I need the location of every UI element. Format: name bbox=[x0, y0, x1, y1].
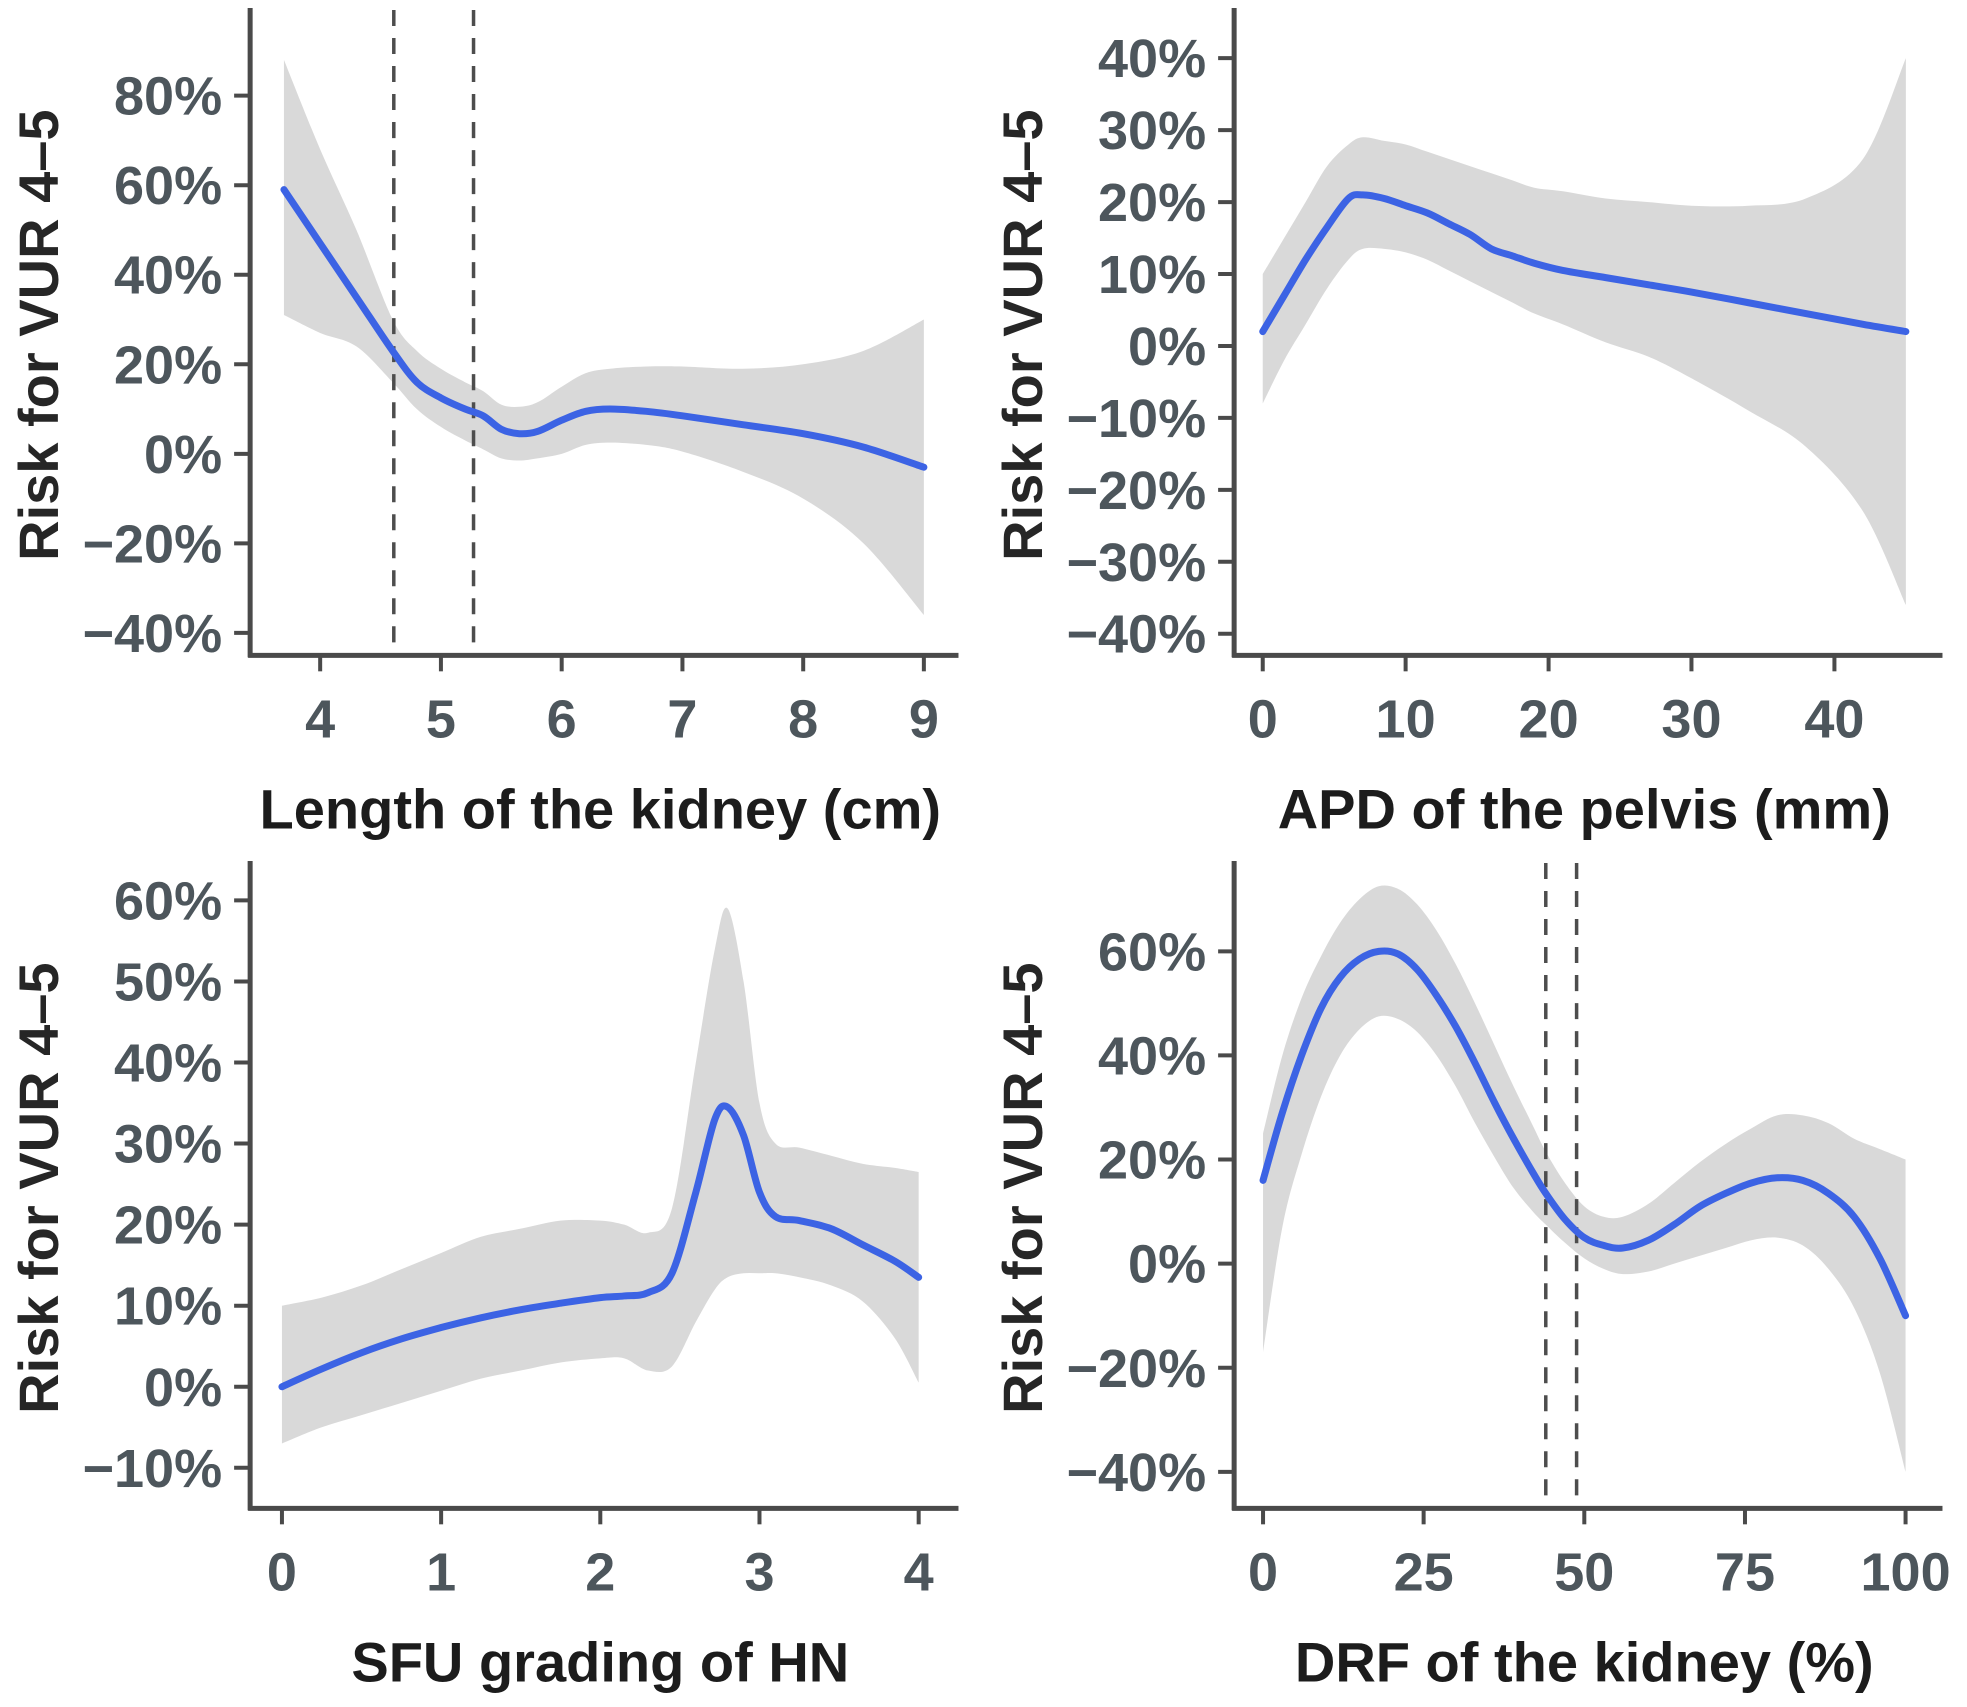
x-tick-label: 75 bbox=[1714, 1543, 1774, 1603]
y-tick-label: 80% bbox=[114, 67, 222, 127]
x-tick-label: 0 bbox=[1247, 689, 1277, 749]
x-tick-label: 10 bbox=[1375, 689, 1435, 749]
x-axis-title: DRF of the kidney (%) bbox=[1294, 1631, 1873, 1694]
x-tick-label: 4 bbox=[904, 1543, 934, 1603]
panel-apd-of-pelvis: 40% 30% 20% 10% 0% −10% −20% −30% −40% 0 10 20 30 40 A… bbox=[984, 0, 1967, 853]
x-tick-label: 8 bbox=[788, 689, 818, 749]
y-axis-title: Risk for VUR 4–5 bbox=[7, 963, 70, 1414]
x-tick-label: 30 bbox=[1661, 689, 1721, 749]
y-tick-label: 30% bbox=[1097, 101, 1205, 161]
panel-sfu-grading: 60% 50% 40% 30% 20% 10% 0% −10% 0 1 2 3 4 SFU grading… bbox=[0, 853, 984, 1706]
y-tick-label: −40% bbox=[1066, 1443, 1206, 1503]
y-tick-label: 40% bbox=[1097, 1027, 1205, 1087]
y-tick-label: −20% bbox=[82, 514, 222, 574]
y-tick-label: 60% bbox=[114, 872, 222, 932]
y-tick-label: 10% bbox=[114, 1277, 222, 1337]
x-tick-label: 6 bbox=[547, 689, 577, 749]
confidence-band bbox=[1263, 886, 1906, 1472]
y-tick-label: −30% bbox=[1066, 533, 1206, 593]
x-tick-label: 9 bbox=[909, 689, 939, 749]
x-tick-label: 2 bbox=[585, 1543, 615, 1603]
y-tick-label: 0% bbox=[144, 425, 222, 485]
x-tick-label: 50 bbox=[1554, 1543, 1614, 1603]
x-tick-label: 4 bbox=[305, 689, 335, 749]
y-tick-label: 50% bbox=[114, 953, 222, 1013]
y-tick-label: −20% bbox=[1066, 1339, 1206, 1399]
y-tick-label: 20% bbox=[114, 1196, 222, 1256]
x-tick-label: 100 bbox=[1860, 1543, 1950, 1603]
x-axis-title: Length of the kidney (cm) bbox=[260, 777, 942, 840]
y-tick-label: 60% bbox=[1097, 923, 1205, 983]
y-tick-label: 40% bbox=[114, 246, 222, 306]
y-tick-label: 0% bbox=[1128, 317, 1206, 377]
panel-cell-apd-of-pelvis: 40% 30% 20% 10% 0% −10% −20% −30% −40% 0 10 20 30 40 A… bbox=[984, 0, 1967, 853]
y-tick-label: 20% bbox=[114, 335, 222, 395]
y-axis-title: Risk for VUR 4–5 bbox=[991, 109, 1054, 560]
y-tick-label: −40% bbox=[1066, 605, 1206, 665]
y-tick-label: 20% bbox=[1097, 173, 1205, 233]
y-tick-label: 30% bbox=[114, 1115, 222, 1175]
x-tick-label: 0 bbox=[1248, 1543, 1278, 1603]
panel-drf-of-kidney: 60% 40% 20% 0% −20% −40% 0 25 50 75 100 DRF of the … bbox=[984, 853, 1967, 1706]
y-axis-title: Risk for VUR 4–5 bbox=[7, 109, 70, 560]
y-tick-label: −40% bbox=[82, 604, 222, 664]
panel-cell-sfu-grading: 60% 50% 40% 30% 20% 10% 0% −10% 0 1 2 3 4 SFU grading… bbox=[0, 853, 984, 1706]
panel-length-of-kidney: 80% 60% 40% 20% 0% −20% −40% 4 5 6 7 8 9 Length of th… bbox=[0, 0, 984, 853]
y-tick-label: 40% bbox=[1097, 29, 1205, 89]
x-tick-label: 3 bbox=[744, 1543, 774, 1603]
x-tick-label: 7 bbox=[667, 689, 697, 749]
y-tick-label: 0% bbox=[144, 1358, 222, 1418]
panel-cell-drf-of-kidney: 60% 40% 20% 0% −20% −40% 0 25 50 75 100 DRF of the … bbox=[984, 853, 1967, 1706]
y-tick-label: 0% bbox=[1128, 1235, 1206, 1295]
x-tick-label: 40 bbox=[1804, 689, 1864, 749]
y-axis-title: Risk for VUR 4–5 bbox=[991, 963, 1054, 1414]
x-tick-label: 1 bbox=[426, 1543, 456, 1603]
x-tick-label: 20 bbox=[1518, 689, 1578, 749]
y-tick-label: 20% bbox=[1097, 1131, 1205, 1191]
x-axis-title: APD of the pelvis (mm) bbox=[1277, 777, 1890, 840]
x-axis-title: SFU grading of HN bbox=[351, 1631, 849, 1694]
x-tick-label: 25 bbox=[1393, 1543, 1453, 1603]
panel-cell-length-of-kidney: 80% 60% 40% 20% 0% −20% −40% 4 5 6 7 8 9 Length of th… bbox=[0, 0, 984, 853]
x-tick-label: 0 bbox=[267, 1543, 297, 1603]
y-tick-label: −20% bbox=[1066, 461, 1206, 521]
y-tick-label: −10% bbox=[1066, 389, 1206, 449]
y-tick-label: −10% bbox=[82, 1439, 222, 1499]
confidence-band bbox=[282, 908, 919, 1444]
x-tick-label: 5 bbox=[426, 689, 456, 749]
confidence-band bbox=[1262, 58, 1905, 605]
y-tick-label: 40% bbox=[114, 1034, 222, 1094]
y-tick-label: 10% bbox=[1097, 245, 1205, 305]
y-tick-label: 60% bbox=[114, 156, 222, 216]
